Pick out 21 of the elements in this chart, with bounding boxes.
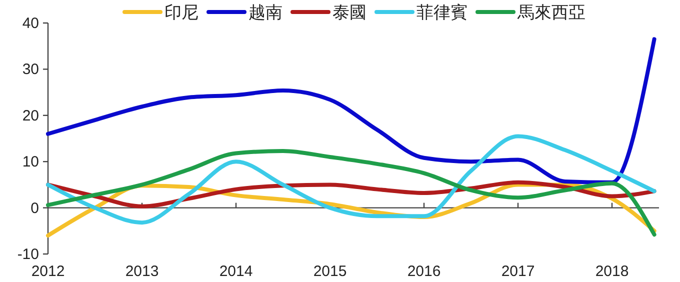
line-series [46,37,656,184]
line-series [46,148,656,237]
y-tick-label: 40 [22,15,39,32]
y-tick-label: -10 [17,246,39,263]
legend-label: 印尼 [164,3,198,22]
line-series [46,134,656,225]
x-tick-label: 2015 [313,263,347,280]
x-tick-label: 2018 [595,263,629,280]
y-tick-label: 10 [22,154,39,171]
x-tick-label: 2016 [407,263,441,280]
legend-label: 菲律賓 [416,3,468,22]
legend-label: 越南 [248,3,282,22]
x-tick-label: 2017 [501,263,535,280]
legend-label: 馬來西亞 [516,3,586,22]
legend-label: 泰國 [332,3,366,22]
y-tick-label: 0 [30,200,39,217]
x-tick-label: 2012 [31,263,65,280]
y-tick-label: 30 [22,61,39,78]
x-tick-label: 2013 [125,263,159,280]
y-tick-label: 20 [22,107,39,124]
x-tick-label: 2014 [219,263,253,280]
